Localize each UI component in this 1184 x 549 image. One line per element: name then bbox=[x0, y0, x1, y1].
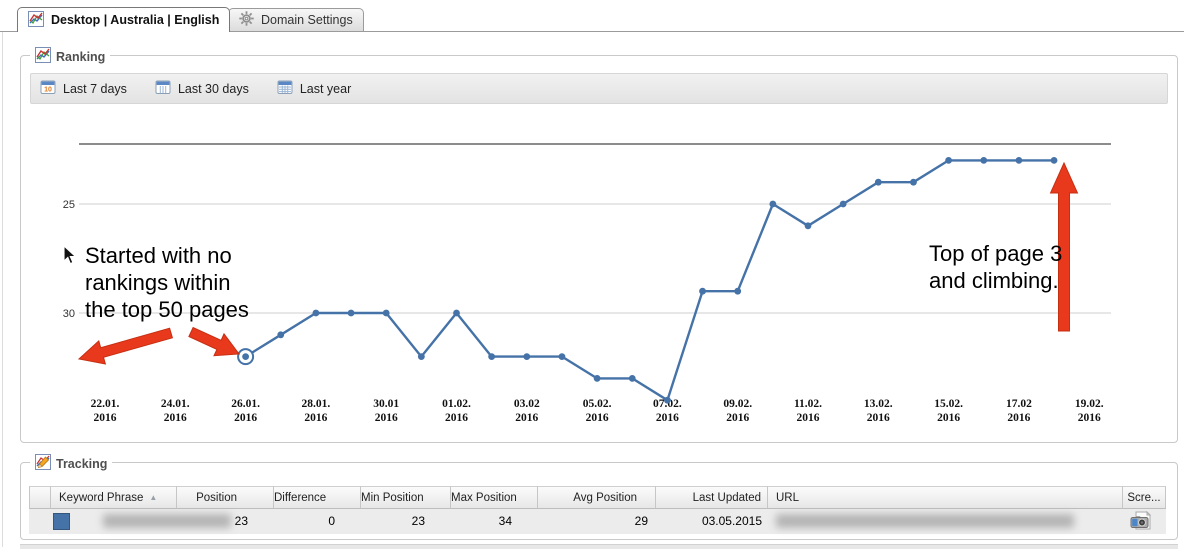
calendar-7-icon: 10 bbox=[40, 79, 56, 98]
last-year-button[interactable]: Last year bbox=[272, 77, 356, 100]
red-annotation-arrow bbox=[1049, 161, 1079, 332]
svg-text:2016: 2016 bbox=[164, 412, 187, 424]
last-7-days-button[interactable]: 10 Last 7 days bbox=[35, 77, 132, 100]
svg-text:30: 30 bbox=[63, 308, 75, 320]
calendar-30-icon bbox=[155, 79, 171, 98]
last-30-days-button[interactable]: Last 30 days bbox=[150, 77, 254, 100]
column-header-min-position[interactable]: Min Position bbox=[361, 486, 451, 509]
ranking-panel-title: Ranking bbox=[56, 49, 106, 64]
column-header-url[interactable]: URL bbox=[768, 486, 1123, 509]
svg-text:30.01: 30.01 bbox=[373, 398, 399, 410]
avg-position-cell: 29 bbox=[634, 514, 648, 528]
calendar-year-icon bbox=[277, 79, 293, 98]
svg-text:2016: 2016 bbox=[937, 412, 960, 424]
svg-text:26.01.: 26.01. bbox=[231, 398, 260, 410]
svg-text:25: 25 bbox=[63, 199, 75, 211]
tab-domain-settings[interactable]: Domain Settings bbox=[228, 8, 364, 31]
mouse-cursor-icon bbox=[63, 244, 78, 270]
svg-text:2016: 2016 bbox=[234, 412, 257, 424]
annotation-top-of-page-3: Top of page 3 and climbing. bbox=[929, 241, 1063, 293]
min-position-cell: 23 bbox=[411, 514, 425, 528]
svg-text:2016: 2016 bbox=[94, 412, 117, 424]
column-header-keyword-phrase[interactable]: Keyword Phrase ▲ bbox=[51, 486, 177, 509]
svg-text:28.01.: 28.01. bbox=[302, 398, 331, 410]
next-panel-edge bbox=[20, 544, 1178, 549]
svg-text:2016: 2016 bbox=[797, 412, 820, 424]
ranking-chart-icon bbox=[28, 10, 44, 30]
ranking-panel-legend: Ranking bbox=[30, 47, 111, 66]
redacted-url bbox=[776, 514, 1074, 528]
ranking-toolbar: 10 Last 7 days Last 30 days bbox=[30, 73, 1168, 104]
svg-text:2016: 2016 bbox=[304, 412, 327, 424]
svg-text:17.02: 17.02 bbox=[1006, 398, 1032, 410]
column-header-last-updated[interactable]: Last Updated bbox=[656, 486, 768, 509]
svg-text:22.01.: 22.01. bbox=[91, 398, 120, 410]
tracking-table-header: Keyword Phrase ▲ Position Difference Min … bbox=[29, 486, 1166, 509]
svg-text:2016: 2016 bbox=[1007, 412, 1030, 424]
svg-text:05.02.: 05.02. bbox=[583, 398, 612, 410]
column-header-screenshot[interactable]: Scre... bbox=[1123, 486, 1166, 509]
tab-bar: Desktop | Australia | English Domain Set… bbox=[0, 0, 1184, 32]
difference-cell: 0 bbox=[328, 514, 335, 528]
tracking-panel-title: Tracking bbox=[56, 456, 108, 471]
tracking-panel-legend: Tracking bbox=[30, 454, 113, 473]
last-updated-cell: 03.05.2015 bbox=[701, 514, 762, 528]
column-header-swatch[interactable] bbox=[29, 486, 51, 509]
svg-text:2016: 2016 bbox=[515, 412, 538, 424]
svg-text:10: 10 bbox=[44, 86, 52, 93]
column-header-max-position[interactable]: Max Position bbox=[451, 486, 538, 509]
screenshot-camera-icon[interactable] bbox=[1129, 510, 1153, 535]
annotation-started-no-rankings: Started with no rankings within the top … bbox=[85, 243, 249, 322]
tab-desktop-australia-english[interactable]: Desktop | Australia | English bbox=[17, 7, 231, 32]
svg-text:2016: 2016 bbox=[586, 412, 609, 424]
ranking-chart-icon bbox=[35, 47, 51, 66]
column-header-avg-position[interactable]: Avg Position bbox=[538, 486, 656, 509]
svg-text:2016: 2016 bbox=[445, 412, 468, 424]
svg-text:2016: 2016 bbox=[375, 412, 398, 424]
position-cell: 23 bbox=[234, 514, 248, 528]
window-edge-line bbox=[2, 32, 3, 547]
tab-label: Desktop | Australia | English bbox=[51, 13, 220, 27]
svg-text:2016: 2016 bbox=[867, 412, 890, 424]
sort-asc-icon: ▲ bbox=[149, 493, 158, 502]
svg-text:13.02.: 13.02. bbox=[864, 398, 893, 410]
last-30-days-label: Last 30 days bbox=[177, 81, 249, 96]
ranking-panel: Ranking 10 Last 7 days bbox=[20, 47, 1178, 443]
max-position-cell: 34 bbox=[498, 514, 512, 528]
tracking-table: Keyword Phrase ▲ Position Difference Min … bbox=[29, 486, 1166, 534]
ranking-line-chart[interactable]: 25 30 22.01. 2016 24.01. 2016 26.01. 2016 28.01.… bbox=[21, 56, 1177, 442]
svg-text:07.02.: 07.02. bbox=[653, 398, 682, 410]
svg-text:01.02.: 01.02. bbox=[442, 398, 471, 410]
red-annotation-arrow bbox=[77, 327, 174, 365]
svg-text:15.02.: 15.02. bbox=[934, 398, 963, 410]
tracking-pencil-icon bbox=[35, 454, 51, 473]
red-annotation-arrow bbox=[188, 326, 240, 357]
svg-text:2016: 2016 bbox=[1078, 412, 1101, 424]
tab-label: Domain Settings bbox=[261, 13, 353, 27]
svg-text:19.02.: 19.02. bbox=[1075, 398, 1104, 410]
redacted-keyword bbox=[103, 514, 231, 528]
svg-text:11.02.: 11.02. bbox=[794, 398, 822, 410]
svg-text:09.02.: 09.02. bbox=[723, 398, 752, 410]
column-header-position[interactable]: Position bbox=[177, 486, 274, 509]
column-header-difference[interactable]: Difference bbox=[274, 486, 361, 509]
svg-text:24.01.: 24.01. bbox=[161, 398, 190, 410]
svg-text:03.02: 03.02 bbox=[514, 398, 540, 410]
svg-text:2016: 2016 bbox=[656, 412, 679, 424]
gear-icon bbox=[239, 11, 254, 29]
last-year-label: Last year bbox=[299, 81, 352, 96]
keyword-table-row[interactable]: 23 0 23 34 29 03.05.2015 bbox=[29, 509, 1166, 534]
last-7-days-label: Last 7 days bbox=[63, 81, 127, 96]
tracking-panel: Tracking Keyword Phrase ▲ Position Differ… bbox=[20, 454, 1178, 540]
svg-text:2016: 2016 bbox=[726, 412, 749, 424]
series-color-swatch bbox=[53, 513, 70, 530]
